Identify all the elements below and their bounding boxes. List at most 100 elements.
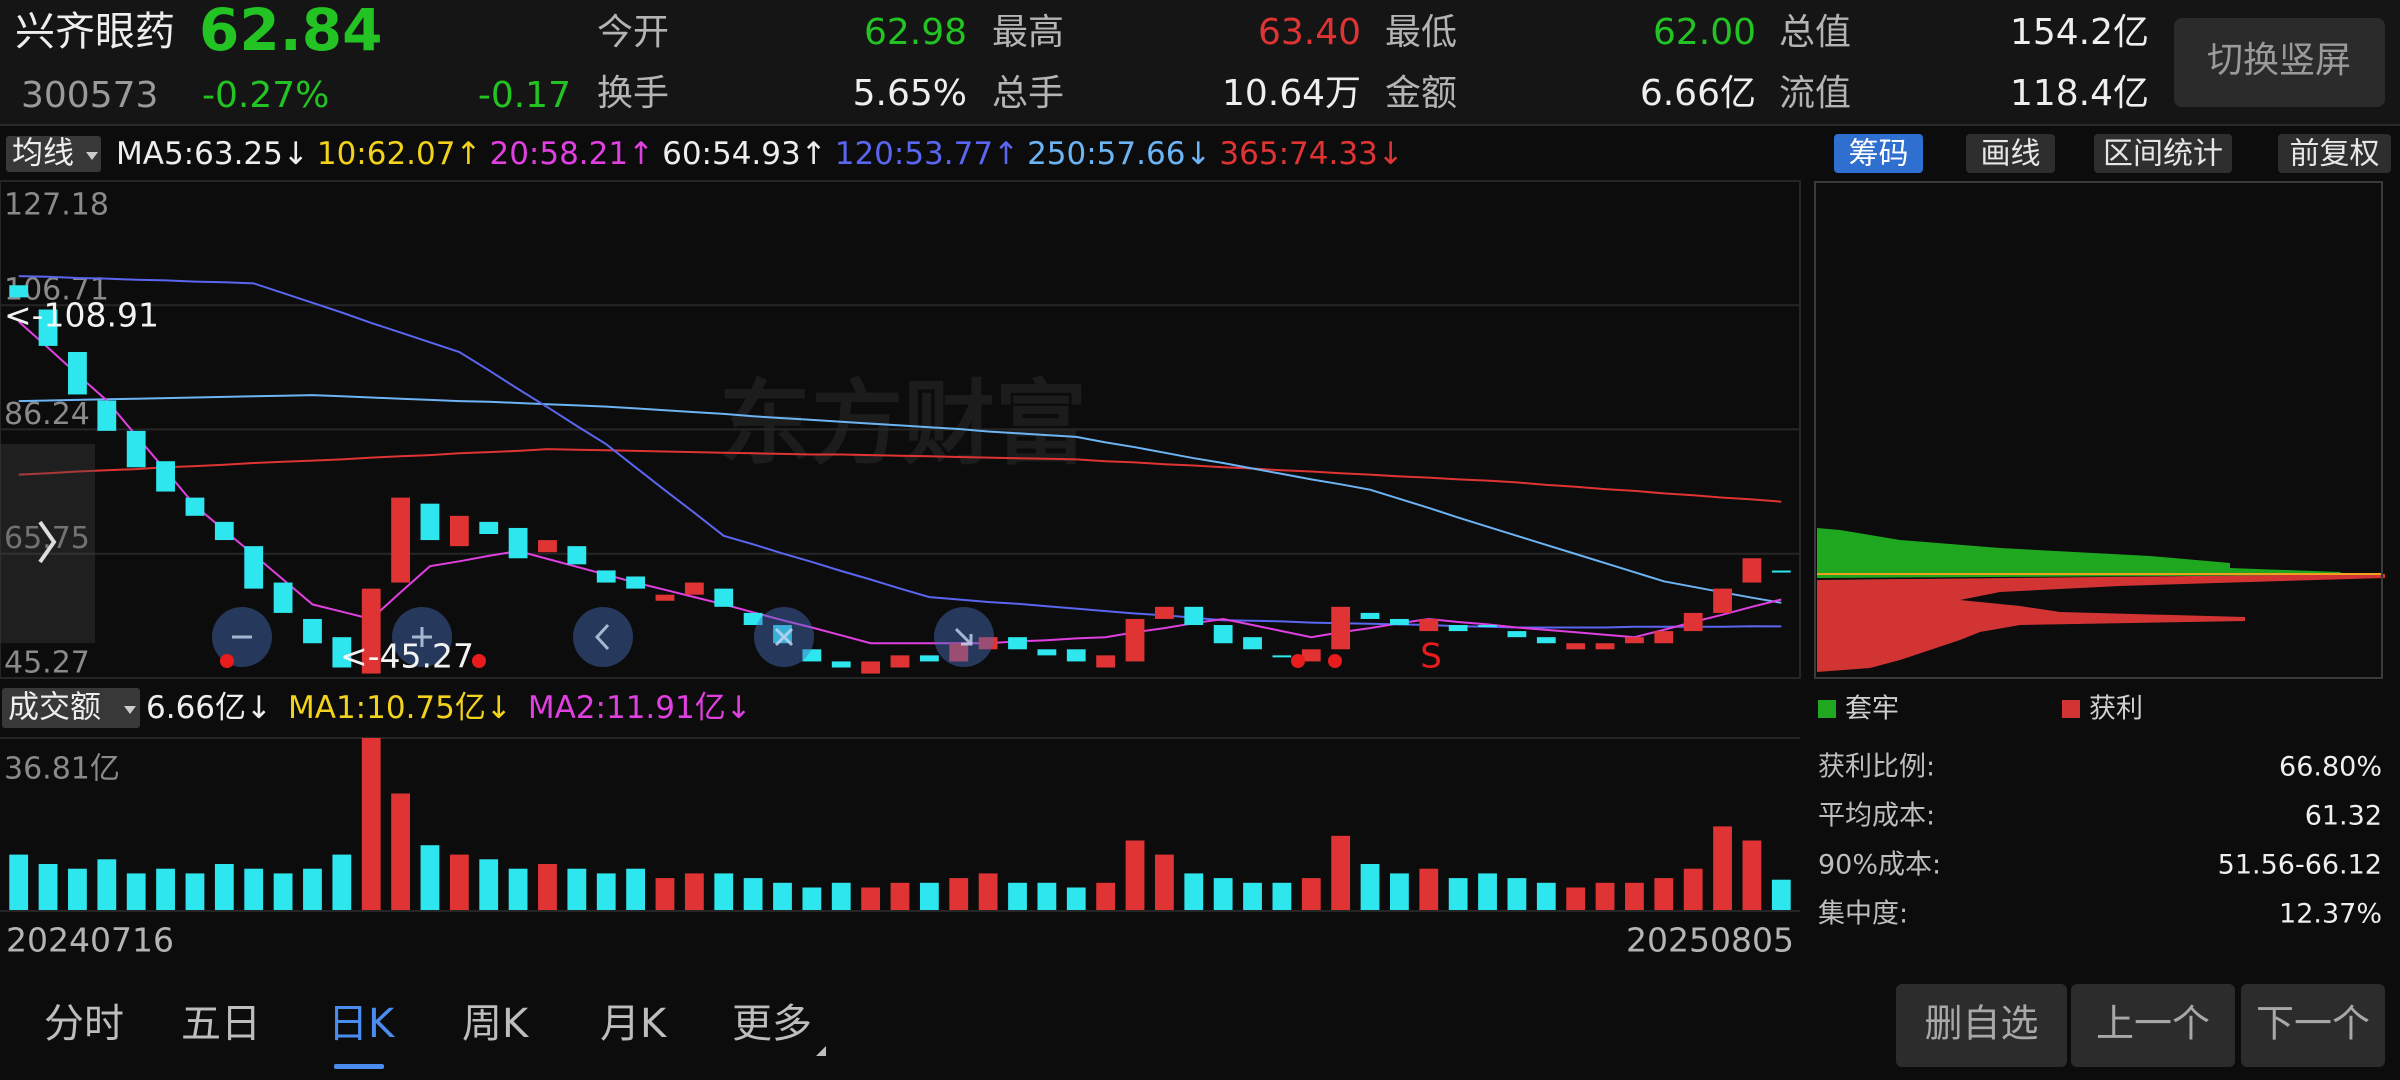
candle <box>1478 625 1497 628</box>
candle <box>1096 655 1116 668</box>
volume-bar <box>890 882 910 911</box>
candle <box>449 515 469 547</box>
stat-label: 总值 <box>1779 12 1851 53</box>
tab[interactable]: 周K <box>462 1001 530 1047</box>
volume-bar <box>949 878 969 911</box>
tool-button[interactable] <box>1834 134 1923 173</box>
tool-button[interactable] <box>1966 134 2055 173</box>
dropdown-arrow <box>86 152 98 160</box>
tool-button-label[interactable]: 筹码 <box>1849 137 1909 172</box>
tab[interactable]: 分时 <box>44 1001 124 1047</box>
volume-bar <box>1536 882 1556 911</box>
tool-button[interactable] <box>2094 134 2232 173</box>
volume-bar <box>655 878 675 911</box>
chip-distribution <box>1817 528 2385 672</box>
ma-value: 365:74.33↓ <box>1219 136 1403 172</box>
nav-button[interactable] <box>2241 984 2385 1067</box>
volume-bar <box>802 887 822 911</box>
ma-value: 10:62.07↑ <box>317 136 482 172</box>
candle <box>508 527 528 559</box>
volume-bar <box>596 873 616 911</box>
nav-button[interactable] <box>2071 984 2235 1067</box>
volume-bar <box>1625 882 1644 911</box>
volume-bar <box>1243 882 1262 911</box>
signal-dot <box>1291 654 1305 668</box>
candle <box>38 309 58 346</box>
y-tick-label: 36.81亿 <box>4 752 120 787</box>
candle <box>655 594 675 601</box>
stock-price: 62.84 <box>199 0 382 64</box>
indicator-box[interactable] <box>2 688 140 728</box>
candle <box>1654 631 1674 644</box>
volume-bar <box>1713 826 1732 911</box>
candle <box>1272 655 1292 658</box>
volume-bar <box>773 882 792 911</box>
candle <box>1008 637 1027 650</box>
tab[interactable]: 更多 <box>732 1001 812 1047</box>
ma-value: 60:54.93↑ <box>662 136 827 172</box>
volume-bar <box>332 854 352 911</box>
candle <box>1595 643 1615 650</box>
volume-bar <box>1595 882 1615 911</box>
volume-bar <box>38 864 58 911</box>
stat-label: 最高 <box>992 12 1064 53</box>
tool-button[interactable] <box>2278 134 2391 173</box>
nav-button-label[interactable]: 删自选 <box>1924 1002 2038 1046</box>
nav-button-label[interactable]: 下一个 <box>2256 1002 2370 1046</box>
candle <box>391 497 410 583</box>
candle <box>9 285 29 298</box>
candle <box>538 540 557 553</box>
chip-stat-value: 61.32 <box>2305 801 2382 832</box>
volume-bar <box>97 859 117 911</box>
indicator-label[interactable]: 均线 <box>12 136 74 172</box>
tab[interactable]: 月K <box>600 1001 668 1047</box>
stat-label: 换手 <box>597 73 669 114</box>
chart-control[interactable] <box>573 607 633 667</box>
switch-button-label[interactable]: 切换竖屏 <box>2207 40 2351 81</box>
chip-stat-label: 集中度: <box>1818 899 1908 930</box>
volume-bar <box>1390 873 1409 911</box>
chip-trapped <box>1817 528 2345 578</box>
legend-label: 套牢 <box>1845 694 1899 725</box>
stat-value: 63.40 <box>1258 12 1361 53</box>
stat-value: 6.66亿 <box>1640 73 1756 114</box>
volume-bar <box>567 868 587 911</box>
chip-stat-value: 66.80% <box>2279 752 2382 783</box>
volume-bar <box>303 868 322 911</box>
chip-stat-label: 90%成本: <box>1818 850 1941 881</box>
tab[interactable]: 日K <box>328 1001 396 1047</box>
volume-bar <box>1419 868 1439 911</box>
ma-value: MA5:63.25↓ <box>116 136 309 172</box>
volume-bar <box>684 873 704 911</box>
tool-button-label[interactable]: 区间统计 <box>2103 137 2223 172</box>
switch-button[interactable] <box>2174 18 2385 107</box>
stat-value: 118.4亿 <box>2010 73 2149 114</box>
volume-legend-item: 6.66亿↓ <box>146 690 272 726</box>
left-arrow-box[interactable] <box>0 444 95 643</box>
stat-value: 10.64万 <box>1222 73 1361 114</box>
tool-button-label[interactable]: 画线 <box>1981 137 2041 172</box>
nav-button-label[interactable]: 上一个 <box>2096 1002 2210 1046</box>
tab[interactable]: 五日 <box>181 1001 261 1047</box>
volume-bar <box>244 868 264 911</box>
volume-bar <box>1301 878 1321 911</box>
candle <box>479 521 499 535</box>
volume-bar <box>420 845 440 911</box>
indicator-box[interactable] <box>6 136 101 172</box>
nav-button[interactable] <box>1896 984 2067 1067</box>
stat-label: 流值 <box>1779 73 1851 114</box>
ma-value: 250:57.66↓ <box>1027 136 1211 172</box>
stat-value: 154.2亿 <box>2010 12 2149 53</box>
candle <box>1536 637 1556 644</box>
candle <box>97 400 117 431</box>
legend-swatch <box>1818 700 1836 718</box>
candle <box>1243 637 1262 650</box>
tool-button-label[interactable]: 前复权 <box>2290 137 2380 172</box>
indicator-label[interactable]: 成交额 <box>8 690 101 726</box>
volume-bar <box>391 793 410 911</box>
ma-legend: MA5:63.25↓ 10:62.07↑ 20:58.21↑ 60:54.93↑ 120… <box>116 136 1404 172</box>
volume-bar <box>1066 887 1086 911</box>
candle <box>684 582 704 595</box>
change-pct: -0.27% <box>202 75 329 116</box>
